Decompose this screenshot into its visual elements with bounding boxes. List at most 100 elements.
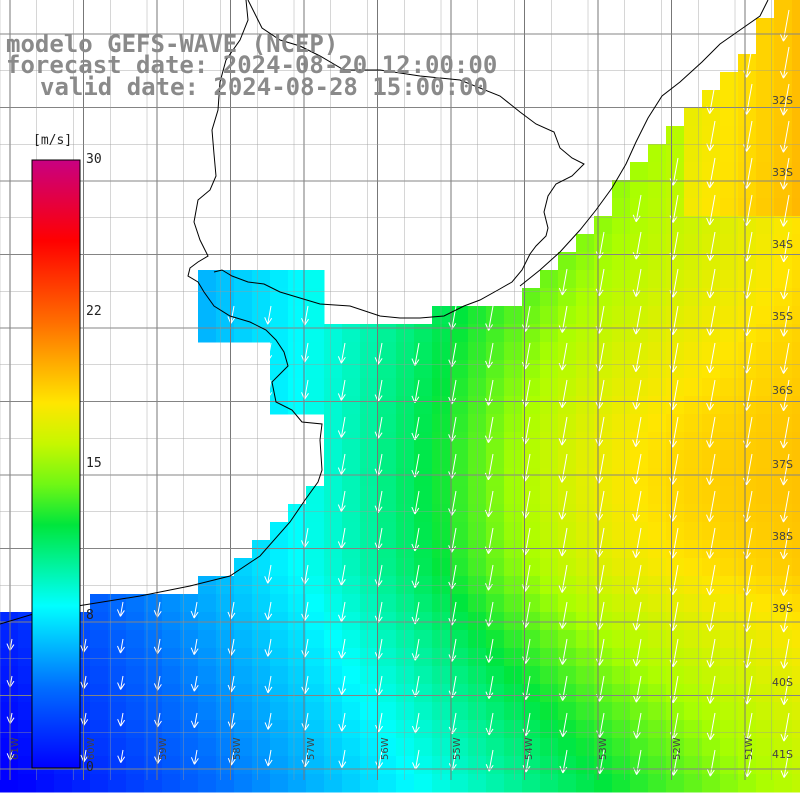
- wind-speed-cell: [792, 108, 800, 127]
- wind-arrow: [780, 564, 790, 597]
- wind-speed-cell: [540, 486, 559, 505]
- wind-speed-cell: [432, 522, 451, 541]
- wind-speed-cell: [468, 432, 487, 451]
- wind-speed-cell: [306, 396, 325, 415]
- wind-speed-cell: [108, 702, 127, 721]
- wind-speed-cell: [540, 450, 559, 469]
- wind-speed-cell: [738, 306, 757, 325]
- wind-speed-cell: [90, 648, 109, 667]
- wind-speed-cell: [648, 180, 667, 199]
- wind-speed-cell: [234, 756, 253, 775]
- wind-speed-cell: [792, 270, 800, 289]
- wind-speed-cell: [594, 666, 613, 685]
- wind-speed-cell: [756, 558, 775, 577]
- wind-speed-cell: [684, 468, 703, 487]
- wind-arrow: [779, 157, 790, 190]
- wind-speed-cell: [558, 720, 577, 739]
- wind-speed-cell: [360, 648, 379, 667]
- wind-speed-cell: [684, 612, 703, 631]
- wind-speed-cell: [324, 360, 343, 379]
- wind-speed-cell: [486, 594, 505, 613]
- wind-speed-cell: [504, 360, 523, 379]
- wind-arrow: [558, 453, 568, 483]
- wind-speed-cell: [306, 630, 325, 649]
- wind-speed-cell: [360, 468, 379, 487]
- wind-speed-cell: [468, 396, 487, 415]
- wind-arrow: [411, 712, 420, 734]
- wind-speed-cell: [702, 252, 721, 271]
- wind-speed-cell: [396, 612, 415, 631]
- wind-speed-cell: [612, 522, 631, 541]
- wind-speed-cell: [126, 594, 145, 613]
- wind-speed-cell: [306, 702, 325, 721]
- wind-speed-cell: [270, 378, 289, 397]
- wind-speed-cell: [720, 684, 739, 703]
- wind-speed-cell: [198, 756, 217, 775]
- wind-speed-cell: [90, 756, 109, 775]
- wind-speed-cell: [180, 684, 199, 703]
- wind-speed-cell: [414, 720, 433, 739]
- wind-speed-cell: [540, 630, 559, 649]
- wind-speed-cell: [342, 486, 361, 505]
- wind-speed-cell: [738, 720, 757, 739]
- wind-speed-cell: [702, 90, 721, 109]
- wind-speed-cell: [180, 738, 199, 757]
- wind-speed-cell: [90, 720, 109, 739]
- wind-speed-cell: [738, 594, 757, 613]
- wind-speed-cell: [396, 324, 415, 343]
- wind-speed-cell: [486, 324, 505, 343]
- wind-speed-cell: [306, 306, 325, 325]
- wind-arrow: [190, 638, 199, 655]
- wind-arrow: [117, 749, 126, 764]
- wind-speed-cell: [576, 540, 595, 559]
- wind-speed-cell: [648, 540, 667, 559]
- wind-speed-cell: [216, 324, 235, 343]
- wind-speed-cell: [666, 486, 685, 505]
- wind-speed-cell: [720, 270, 739, 289]
- wind-speed-cell: [522, 738, 541, 757]
- wind-speed-cell: [450, 342, 469, 361]
- wind-speed-cell: [774, 72, 793, 91]
- wind-speed-cell: [684, 486, 703, 505]
- wind-speed-cell: [378, 450, 397, 469]
- wind-speed-cell: [270, 774, 289, 793]
- wind-speed-cell: [648, 648, 667, 667]
- wind-speed-cell: [540, 684, 559, 703]
- wind-speed-cell: [702, 486, 721, 505]
- wind-arrow: [558, 268, 568, 296]
- wind-speed-cell: [612, 702, 631, 721]
- wind-speed-cell: [90, 684, 109, 703]
- wind-speed-cell: [288, 378, 307, 397]
- wind-speed-cell: [540, 774, 559, 793]
- wind-arrow: [264, 675, 273, 694]
- wind-arrow: [780, 638, 790, 669]
- lat-label: 36S: [772, 384, 793, 397]
- wind-speed-cell: [792, 594, 800, 613]
- wind-speed-cell: [720, 288, 739, 307]
- wind-speed-cell: [522, 522, 541, 541]
- wind-speed-cell: [360, 360, 379, 379]
- wind-arrow: [558, 342, 568, 371]
- wind-speed-cell: [756, 180, 775, 199]
- wind-speed-cell: [378, 414, 397, 433]
- wind-speed-cell: [648, 432, 667, 451]
- wind-speed-cell: [414, 558, 433, 577]
- wind-speed-cell: [522, 288, 541, 307]
- wind-speed-cell: [558, 468, 577, 487]
- wind-speed-cell: [540, 306, 559, 325]
- wind-arrow: [411, 564, 420, 588]
- wind-speed-cell: [486, 738, 505, 757]
- wind-speed-cell: [738, 558, 757, 577]
- wind-speed-cell: [396, 756, 415, 775]
- wind-speed-cell: [756, 702, 775, 721]
- wind-speed-cell: [774, 342, 793, 361]
- wind-arrow: [706, 712, 716, 741]
- wind-speed-cell: [342, 684, 361, 703]
- wind-speed-cell: [612, 720, 631, 739]
- wind-speed-cell: [612, 774, 631, 793]
- wind-speed-cell: [630, 540, 649, 559]
- wind-speed-cell: [612, 288, 631, 307]
- wind-speed-cell: [432, 648, 451, 667]
- wind-speed-cell: [720, 180, 739, 199]
- wind-speed-cell: [288, 558, 307, 577]
